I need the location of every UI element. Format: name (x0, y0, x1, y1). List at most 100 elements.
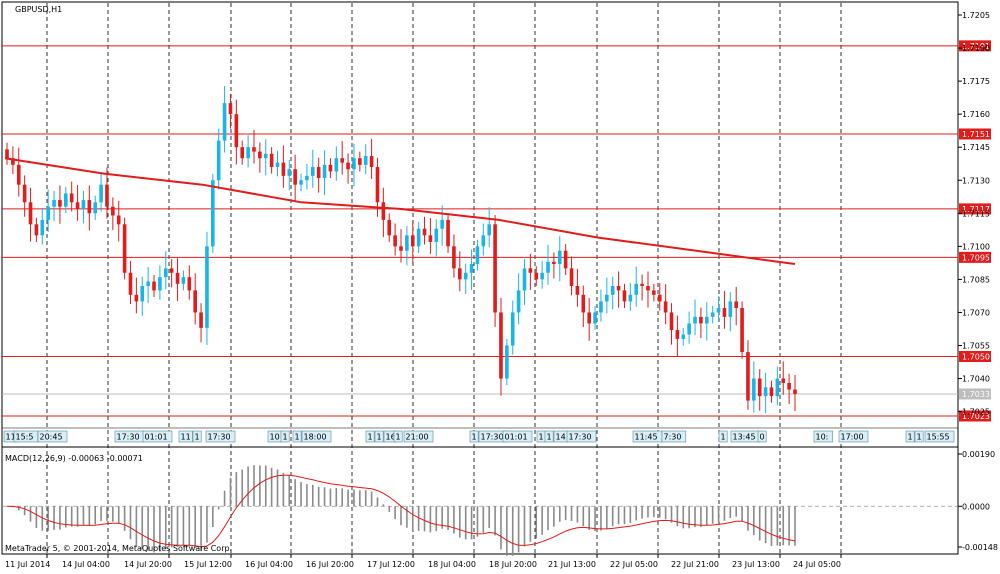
candle-body (181, 277, 186, 284)
candle-body (322, 164, 327, 179)
level-tag (959, 351, 991, 362)
time-axis: 11 Jul 2014 14 Jul 04:00 14 Jul 20:00 15 Ju… (5, 554, 842, 569)
event-tag (905, 430, 915, 443)
time-label: 16 Jul 04:00 (245, 560, 293, 569)
time-label: 24 Jul 05:00 (793, 560, 841, 569)
event-tag-label: 21:00 (406, 433, 429, 442)
candle-body (216, 140, 221, 181)
price-tick-label: 1.7190 (962, 44, 990, 53)
candle-body (405, 235, 409, 251)
candle-body (634, 283, 639, 295)
candle-body (305, 175, 309, 181)
level-tag-label: 1.7191 (962, 42, 990, 51)
candle-body (5, 149, 9, 159)
candle-body (422, 228, 427, 236)
candle-body (328, 164, 333, 172)
time-label: 23 Jul 13:00 (732, 560, 780, 569)
event-tag (566, 430, 597, 443)
event-tag-label: 20:45 (40, 433, 63, 442)
event-tag (403, 430, 434, 443)
time-label: 15 Jul 12:00 (184, 560, 232, 569)
event-tag-label: 13:45 (733, 433, 756, 442)
candle-body (116, 215, 121, 225)
candle-body (352, 158, 356, 170)
macd-tick-label: 0.00190 (962, 450, 995, 459)
candle-body (234, 114, 239, 148)
candle-body (81, 200, 86, 209)
candle-body (657, 294, 662, 302)
candle-body (440, 219, 444, 229)
candle-body (699, 316, 703, 324)
horizontal-levels[interactable]: 1.71911.71511.71171.70951.70501.70231.70… (2, 40, 991, 422)
candle-body (363, 156, 368, 165)
candles (5, 85, 797, 414)
event-tag-label: 15:55 (927, 433, 950, 442)
level-tag-label: 1.7095 (962, 253, 990, 262)
level-tag-label: 1.7151 (962, 130, 990, 139)
candle-body (552, 261, 556, 264)
candle-body (205, 246, 209, 328)
event-tags[interactable]: 11 15:5 20:45 17:30 01:01 11 1 17:30 10 1 1 18:00 1 1… (3, 430, 955, 443)
event-tag (37, 430, 68, 443)
time-label: 14 Jul 20:00 (124, 560, 172, 569)
event-tag-label: 7:30 (664, 433, 682, 442)
macd-signal-line (6, 474, 796, 548)
candle-body (310, 167, 315, 176)
event-tag (924, 430, 955, 443)
event-tag-label: 17:30 (208, 433, 231, 442)
time-label: 21 Jul 13:00 (548, 560, 596, 569)
candle-body (64, 193, 68, 207)
candle-body (628, 294, 633, 302)
candle-body (293, 169, 297, 185)
price-tick-label: 1.7130 (962, 176, 990, 185)
time-label: 11 Jul 2014 (5, 560, 50, 569)
candle-body (269, 153, 274, 168)
candle-body (563, 250, 568, 269)
event-tag-label: 14 (556, 433, 566, 442)
candle-body (34, 224, 39, 236)
candle-body (528, 268, 533, 273)
event-tag-label: 1 (721, 433, 726, 442)
candle-body (175, 272, 180, 284)
candle-body (446, 219, 450, 247)
moving-average-line (4, 157, 796, 265)
candle-body (46, 206, 50, 220)
event-tag-label: 17:00 (841, 433, 864, 442)
candle-body (622, 290, 627, 302)
candle-body (369, 156, 374, 168)
candle-body (599, 301, 603, 313)
candle-body (334, 158, 339, 172)
candle-body (669, 312, 674, 331)
candle-body (534, 272, 539, 280)
candle-body (499, 312, 503, 379)
event-tag (280, 430, 290, 443)
candle-body (299, 180, 303, 185)
candle-body (593, 312, 597, 324)
level-tag (959, 410, 991, 422)
level-tag-label: 1.7023 (962, 412, 990, 421)
event-tag (718, 430, 728, 443)
event-tag-label: 17:30 (117, 433, 140, 442)
price-tick-label: 1.7100 (962, 242, 990, 251)
price-tick-label: 1.7085 (962, 275, 990, 284)
candle-body (510, 312, 515, 346)
event-tag-label: 1 (908, 433, 913, 442)
time-grid (46, 3, 842, 553)
level-tag (959, 40, 991, 52)
candle-body (434, 228, 439, 242)
candle-body (416, 228, 421, 247)
event-tag (661, 430, 687, 443)
candle-body (399, 246, 403, 251)
candle-body (69, 193, 74, 203)
price-tick-label: 1.7145 (962, 143, 990, 152)
candle-body (381, 202, 386, 220)
candle-body (187, 277, 192, 291)
price-tick-label: 1.7175 (962, 77, 990, 86)
event-tag (142, 430, 173, 443)
candle-body (75, 202, 80, 209)
candle-body (616, 286, 621, 291)
candle-body (757, 378, 762, 397)
event-tag-label: 01:01 (505, 433, 528, 442)
